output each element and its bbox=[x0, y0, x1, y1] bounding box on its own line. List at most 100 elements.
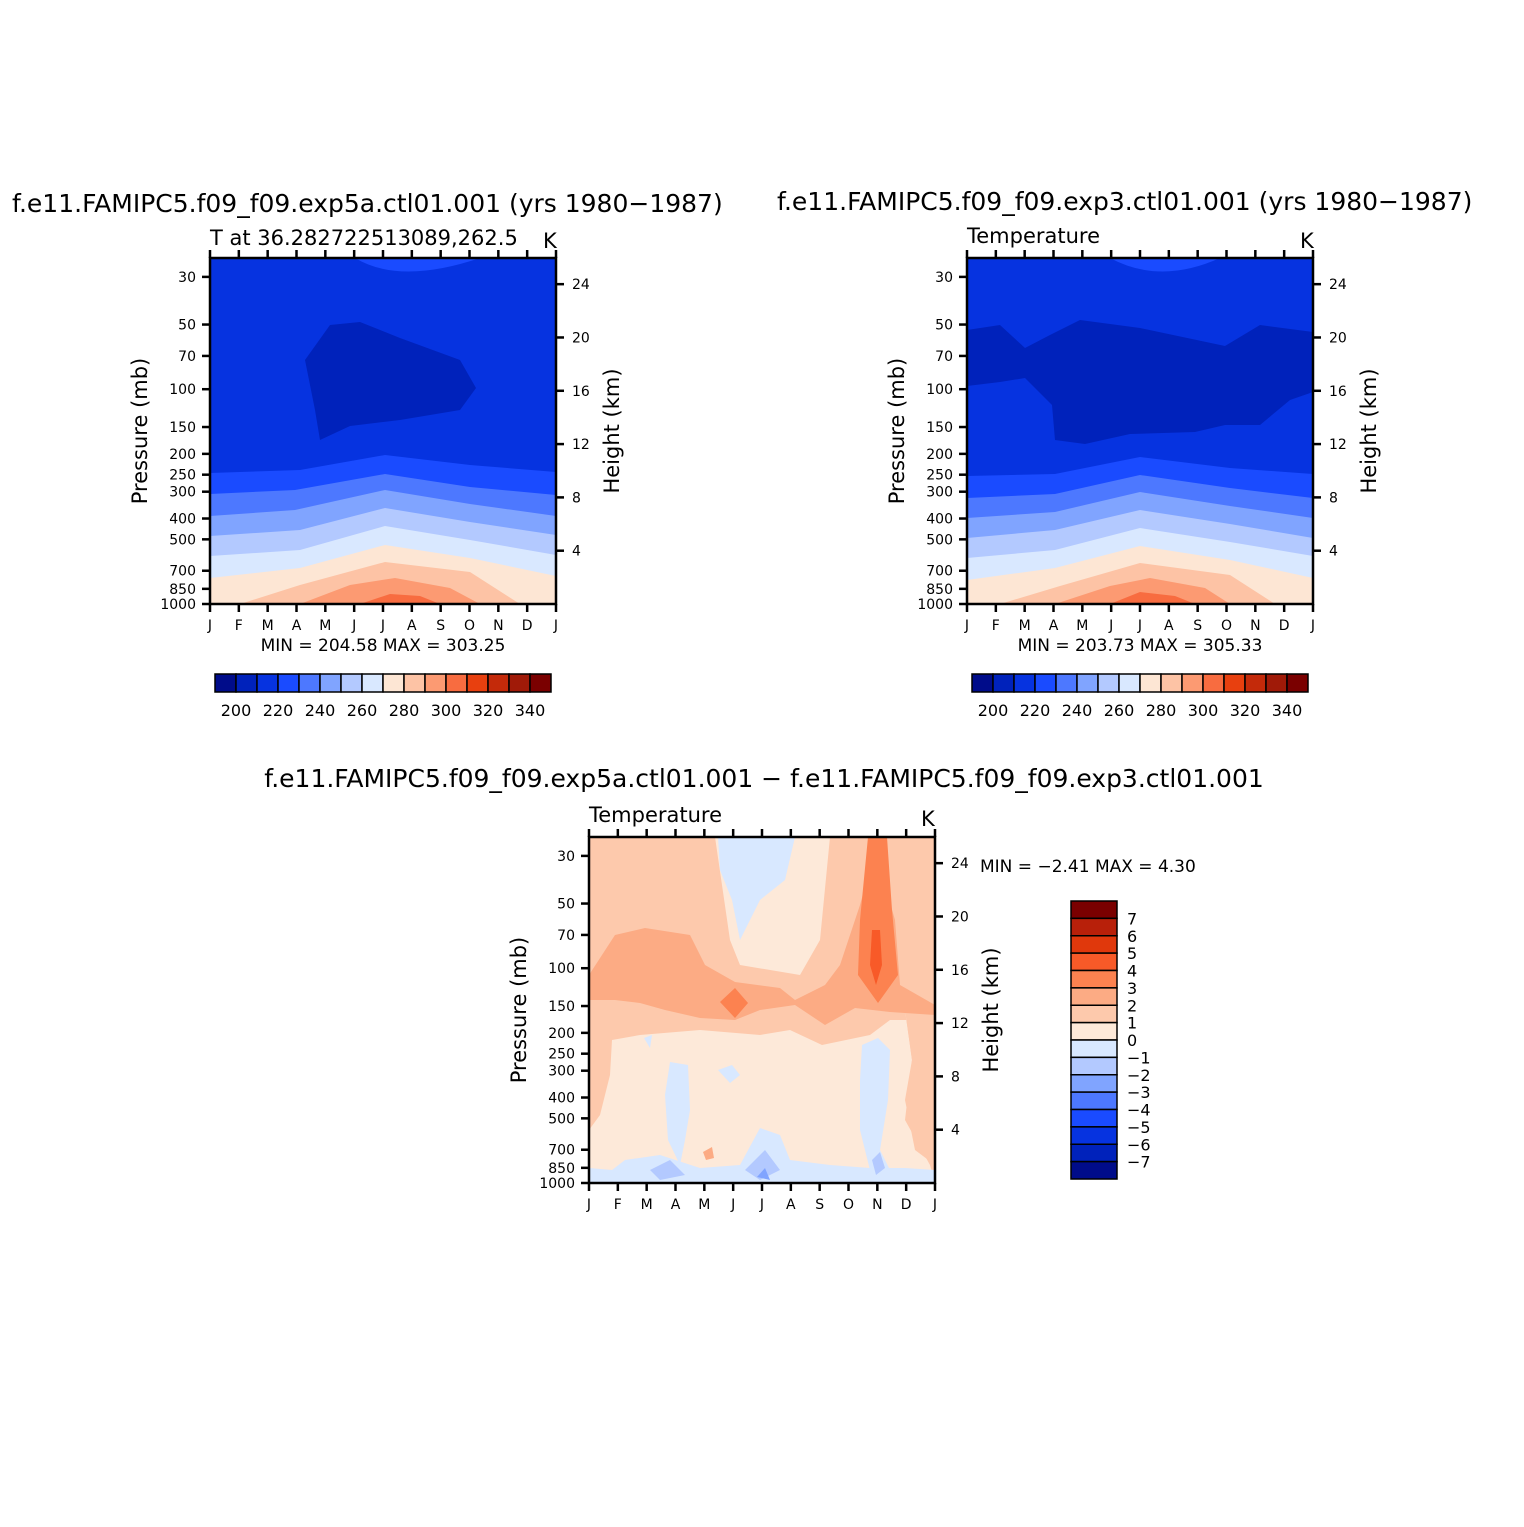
band-220-230-top bbox=[1110, 258, 1220, 272]
y-tick-label: 250 bbox=[169, 468, 196, 484]
y-tick-label: 70 bbox=[557, 928, 575, 944]
colorbar-label: 260 bbox=[347, 701, 378, 720]
colorbar-swatch bbox=[1070, 1039, 1118, 1059]
colorbar-swatch bbox=[1265, 673, 1288, 693]
colorbar-swatch bbox=[1070, 935, 1118, 954]
y-tick-label: 400 bbox=[926, 512, 953, 528]
y-right-tick-label: 16 bbox=[951, 963, 969, 979]
band-3-4-jun bbox=[720, 988, 748, 1018]
colorbar-label: 320 bbox=[1230, 701, 1261, 720]
x-tick-label: A bbox=[407, 618, 417, 634]
colorbar-swatch bbox=[1139, 673, 1162, 693]
panel-exp5a-units: K bbox=[543, 229, 558, 253]
y-right-tick-label: 8 bbox=[1329, 490, 1338, 506]
panel-diff-title: f.e11.FAMIPC5.f09_f09.exp5a.ctl01.001 − … bbox=[264, 764, 1264, 793]
y-tick-label: 1000 bbox=[917, 597, 953, 613]
colorbar-swatch bbox=[1070, 952, 1118, 972]
colorbar-label: 280 bbox=[389, 701, 420, 720]
y-right-tick-label: 4 bbox=[572, 544, 581, 560]
y-right-tick-label: 12 bbox=[572, 437, 590, 453]
colorbar-swatch bbox=[1070, 1074, 1118, 1093]
colorbar-swatch bbox=[1070, 1108, 1118, 1128]
x-tick-label: S bbox=[436, 618, 445, 634]
band-300-310 bbox=[1110, 592, 1195, 604]
band-290-300 bbox=[1055, 578, 1230, 604]
panel-exp3-subtitle: Temperature bbox=[966, 224, 1100, 248]
band-200-210-core bbox=[967, 320, 1313, 444]
colorbar-label: 6 bbox=[1127, 927, 1137, 946]
x-tick-label: N bbox=[1250, 618, 1260, 634]
y-right-tick-label: 16 bbox=[572, 384, 590, 400]
panel-exp3-contours bbox=[967, 258, 1313, 604]
colorbar-swatch bbox=[361, 673, 384, 693]
colorbar-label: −7 bbox=[1127, 1153, 1151, 1172]
x-tick-label: A bbox=[671, 1197, 681, 1213]
colorbar-swatch bbox=[1244, 673, 1267, 693]
x-tick-label: J bbox=[1108, 618, 1113, 634]
y-tick-label: 150 bbox=[926, 420, 953, 436]
y-tick-label: 30 bbox=[178, 270, 196, 286]
y-tick-label: 30 bbox=[557, 849, 575, 865]
colorbar-swatch bbox=[1223, 673, 1246, 693]
band-4-5 bbox=[870, 930, 882, 985]
y-right-tick-label: 12 bbox=[1329, 437, 1347, 453]
band-neg1-0-nov bbox=[860, 1038, 890, 1170]
panel-exp5a-ylabel-right: Height (km) bbox=[600, 368, 624, 493]
band-220-230-top bbox=[355, 258, 480, 272]
y-right-tick-label: 12 bbox=[951, 1016, 969, 1032]
x-tick-label: D bbox=[901, 1197, 912, 1213]
y-tick-label: 700 bbox=[548, 1143, 575, 1159]
colorbar-swatch bbox=[1070, 900, 1118, 920]
x-tick-label: J bbox=[380, 618, 385, 634]
panel-exp3-title: f.e11.FAMIPC5.f09_f09.exp3.ctl01.001 (yr… bbox=[777, 187, 1472, 216]
panel-exp3-colorbar: 200 220 240 260 280 300 320 340 bbox=[971, 673, 1309, 720]
y-tick-label: 1000 bbox=[160, 597, 196, 613]
colorbar-swatch bbox=[1013, 673, 1036, 693]
colorbar-label: −3 bbox=[1127, 1083, 1151, 1102]
colorbar-swatch bbox=[1070, 969, 1118, 989]
band-200-210-core bbox=[305, 322, 476, 440]
y-tick-label: 500 bbox=[548, 1111, 575, 1127]
y-right-tick-label: 8 bbox=[951, 1069, 960, 1085]
x-tick-label: J bbox=[207, 618, 212, 634]
colorbar-swatch bbox=[214, 673, 237, 693]
x-tick-label: O bbox=[843, 1197, 854, 1213]
colorbar-swatch bbox=[1070, 987, 1118, 1006]
band-neg2-neg1-b bbox=[745, 1150, 780, 1180]
y-tick-label: 500 bbox=[926, 532, 953, 548]
panel-diff: f.e11.FAMIPC5.f09_f09.exp5a.ctl01.001 − … bbox=[264, 764, 1264, 1213]
panel-exp5a-subtitle: T at 36.282722513089,262.5 bbox=[209, 226, 518, 250]
panel-diff-ylabel: Pressure (mb) bbox=[507, 937, 531, 1084]
x-tick-label: J bbox=[351, 618, 356, 634]
y-tick-label: 850 bbox=[926, 582, 953, 598]
panel-diff-ylabel-right: Height (km) bbox=[979, 947, 1003, 1072]
band-290-300 bbox=[300, 578, 480, 604]
colorbar-label: −6 bbox=[1127, 1135, 1151, 1154]
x-tick-label: J bbox=[553, 618, 558, 634]
colorbar-label: 240 bbox=[1062, 701, 1093, 720]
y-tick-label: 250 bbox=[926, 468, 953, 484]
x-tick-label: J bbox=[586, 1197, 591, 1213]
colorbar-swatch bbox=[298, 673, 321, 693]
x-tick-label: A bbox=[786, 1197, 796, 1213]
colorbar-label: −4 bbox=[1127, 1101, 1151, 1120]
colorbar-swatch bbox=[487, 673, 510, 693]
band-neg1-0-jun bbox=[718, 1065, 740, 1083]
y-tick-label: 100 bbox=[548, 961, 575, 977]
x-tick-label: J bbox=[730, 1197, 735, 1213]
colorbar-label: 260 bbox=[1104, 701, 1135, 720]
colorbar-label: 220 bbox=[1020, 701, 1051, 720]
colorbar-swatch bbox=[1070, 1056, 1118, 1076]
colorbar-swatch bbox=[971, 673, 994, 693]
x-tick-label: S bbox=[1193, 618, 1202, 634]
x-tick-label: F bbox=[235, 618, 243, 634]
colorbar-swatch bbox=[256, 673, 279, 693]
x-tick-label: N bbox=[872, 1197, 882, 1213]
colorbar-label: 7 bbox=[1127, 909, 1137, 928]
colorbar-swatch bbox=[319, 673, 342, 693]
colorbar-swatch bbox=[424, 673, 447, 693]
band-1-2 bbox=[589, 837, 935, 1183]
